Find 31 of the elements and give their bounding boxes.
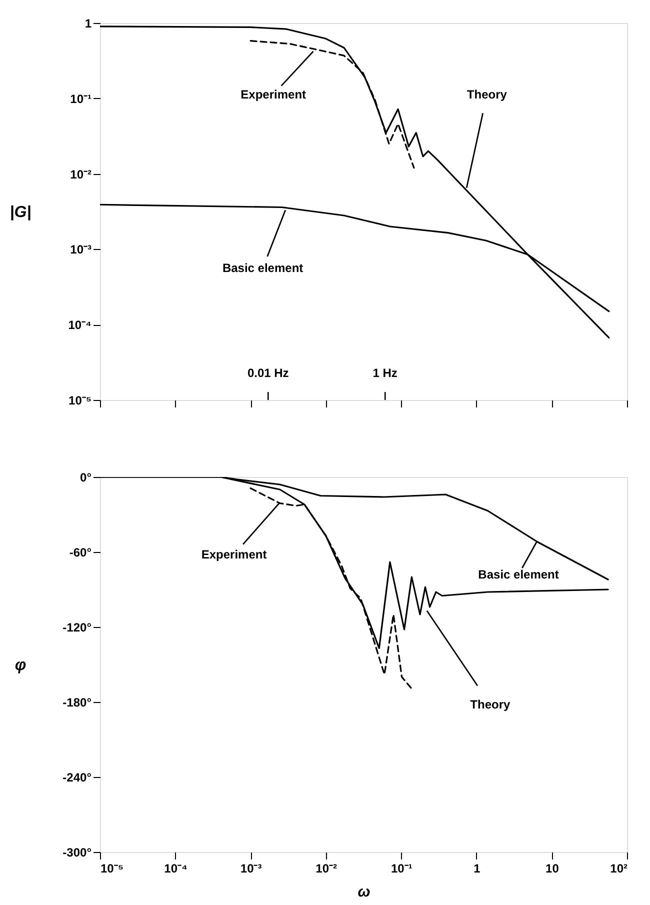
x-tick-label: 10⁻² bbox=[316, 862, 338, 876]
x-tick-label: 10 bbox=[546, 862, 560, 876]
x-tick-label: 10⁻⁴ bbox=[164, 862, 188, 876]
y-axis-title: φ bbox=[14, 657, 26, 674]
x-tick-label: 10⁻¹ bbox=[390, 862, 412, 876]
y-tick-label: -60° bbox=[69, 546, 92, 560]
annotation: Theory bbox=[470, 698, 510, 712]
y-tick-label: 10⁻⁵ bbox=[68, 394, 92, 408]
y-tick-label: 10⁻¹ bbox=[70, 92, 92, 106]
x-axis-title: ω bbox=[358, 884, 371, 900]
y-tick-label: -300° bbox=[62, 846, 92, 860]
y-tick-label: -240° bbox=[62, 770, 92, 784]
annotation: 1 Hz bbox=[372, 366, 398, 380]
annotation: Experiment bbox=[240, 87, 306, 102]
y-tick-label: 10⁻⁴ bbox=[68, 318, 92, 332]
y-tick-label: 1 bbox=[84, 16, 92, 30]
annotation: Experiment bbox=[201, 548, 267, 562]
y-axis-title: |G| bbox=[10, 204, 32, 221]
y-tick-label: -120° bbox=[62, 620, 92, 634]
annotation: Basic element bbox=[222, 261, 304, 276]
annotation: Basic element bbox=[478, 568, 559, 582]
x-tick-label: 10² bbox=[610, 862, 628, 876]
y-tick-label: 10⁻² bbox=[70, 167, 92, 182]
y-tick-label: 0° bbox=[80, 470, 92, 484]
x-tick-label: 10⁻³ bbox=[240, 862, 262, 876]
x-tick-label: 10⁻⁵ bbox=[100, 862, 124, 876]
annotation: 0.01 Hz bbox=[247, 366, 289, 380]
y-tick-label: 10⁻³ bbox=[70, 242, 92, 257]
annotation: Theory bbox=[466, 87, 508, 102]
x-tick-label: 1 bbox=[474, 862, 481, 876]
y-tick-label: -180° bbox=[62, 696, 92, 710]
